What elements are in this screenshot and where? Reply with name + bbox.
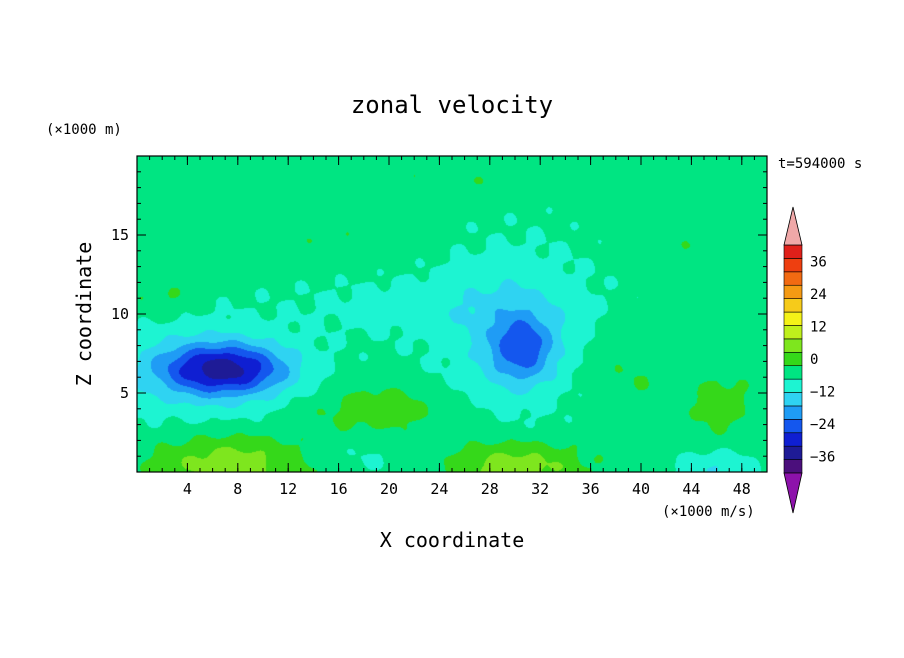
x-tick-label: 20 (380, 480, 398, 498)
y-axis-unit: (×1000 m) (46, 122, 122, 138)
colorbar-tick-label: −24 (810, 417, 835, 433)
x-tick-label: 8 (233, 480, 242, 498)
colorbar-swatch (783, 311, 803, 326)
colorbar-swatch (783, 338, 803, 353)
colorbar-under-arrow (783, 472, 803, 514)
colorbar-swatch (783, 351, 803, 367)
colorbar-tick-label: 0 (810, 352, 818, 368)
y-axis-label: Z coordinate (72, 242, 96, 387)
x-tick-label: 24 (430, 480, 448, 498)
x-tick-label: 12 (279, 480, 297, 498)
x-tick-label: 36 (582, 480, 600, 498)
colorbar-swatch (783, 284, 803, 299)
x-tick-label: 40 (632, 480, 650, 498)
colorbar-swatch (783, 378, 803, 393)
colorbar-swatch (783, 445, 803, 460)
colorbar-swatch (783, 258, 803, 273)
x-tick-label: 28 (481, 480, 499, 498)
colorbar-swatch (783, 365, 803, 380)
colorbar-swatch (783, 405, 803, 420)
colorbar-tick-label: 36 (810, 254, 827, 270)
colorbar: 36 24 12 0 −12 −24 −36 (783, 206, 835, 514)
x-tick-label: 48 (733, 480, 751, 498)
x-tick-label: 16 (330, 480, 348, 498)
x-tick-label: 32 (531, 480, 549, 498)
colorbar-swatch (783, 459, 803, 474)
colorbar-swatch (783, 392, 803, 407)
chart-title: zonal velocity (351, 91, 553, 119)
colorbar-swatch (783, 271, 803, 286)
colorbar-tick-label: 24 (810, 287, 827, 303)
colorbar-unit: (×1000 m/s) (662, 504, 755, 520)
colorbar-tick-label: −12 (810, 385, 835, 401)
colorbar-tick-label: 12 (810, 319, 827, 335)
y-tick-label: 15 (111, 226, 129, 244)
colorbar-swatch (783, 298, 803, 313)
heatmap-image (137, 156, 767, 472)
plot-area (136, 155, 768, 473)
colorbar-swatch (783, 419, 803, 434)
y-tick-label: 10 (111, 305, 129, 323)
colorbar-swatch (783, 325, 803, 340)
x-axis-ticks: 4 8 12 16 20 24 28 32 36 40 44 48 (149, 156, 755, 498)
time-label: t=594000 s (778, 156, 862, 172)
colorbar-swatch (783, 244, 803, 259)
colorbar-over-arrow (783, 206, 803, 246)
y-axis-ticks: 5 10 15 (111, 171, 767, 457)
colorbar-tick-label: −36 (810, 450, 835, 466)
y-tick-label: 5 (120, 384, 129, 402)
x-tick-label: 4 (183, 480, 192, 498)
colorbar-swatch (783, 432, 803, 447)
x-axis-label: X coordinate (380, 528, 525, 552)
x-tick-label: 44 (682, 480, 700, 498)
